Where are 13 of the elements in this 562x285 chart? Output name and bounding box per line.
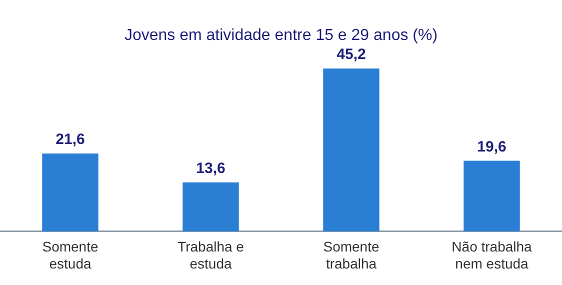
bar [323,68,380,232]
x-tick-label: Não trabalha nem estuda [452,238,532,272]
data-label: 21,6 [56,131,85,148]
data-label: 45,2 [336,46,366,64]
bar [182,182,239,232]
bar [464,160,520,232]
x-tick-label: Somente estuda [42,238,98,272]
chart-title: Jovens em atividade entre 15 e 29 anos (%) [124,27,438,44]
x-tick-label: Trabalha e estuda [178,238,244,272]
bar [42,154,98,232]
data-label: 13,6 [196,160,226,178]
data-label: 19,6 [477,138,506,156]
x-tick-label: Somente trabalha [323,238,380,272]
